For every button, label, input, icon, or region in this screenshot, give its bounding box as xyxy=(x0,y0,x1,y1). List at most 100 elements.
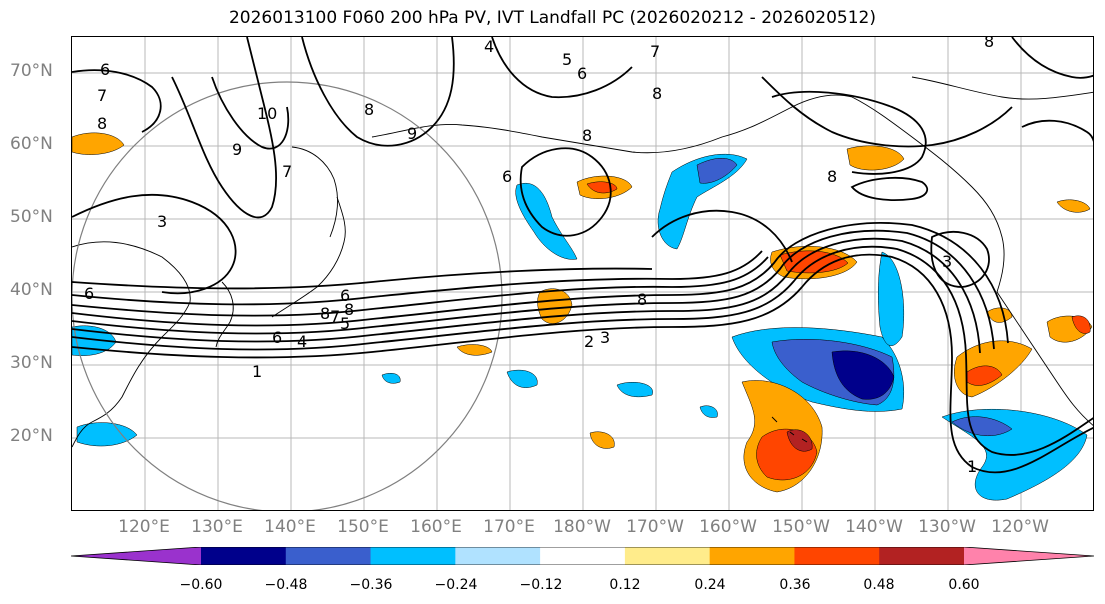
contour-label: 3 xyxy=(942,252,952,271)
contour-4 xyxy=(72,229,995,350)
pos-blob-2 xyxy=(456,344,493,356)
colorbar-tick-label: 0.36 xyxy=(779,577,811,593)
contour-label: 5 xyxy=(340,314,350,333)
lon-label: 170°E xyxy=(483,517,535,537)
contour-8 xyxy=(72,267,653,290)
contour-label: 4 xyxy=(297,332,307,351)
contour-label: 8 xyxy=(582,126,592,145)
contour-19 xyxy=(72,69,162,133)
colorbar-extend-low xyxy=(71,547,201,565)
contour-label: 4 xyxy=(484,37,494,56)
japan-coast xyxy=(271,196,346,318)
neg-plume-dateline xyxy=(515,183,578,260)
contour-13 xyxy=(491,37,633,99)
colorbar-segment xyxy=(455,547,541,565)
colorbar-tick-label: 0.24 xyxy=(694,577,726,593)
neg-blob-1 xyxy=(506,369,538,388)
lon-label: 180°W xyxy=(553,517,611,537)
contour-label: 9 xyxy=(407,124,417,143)
gridlines xyxy=(72,37,1093,510)
map-panel: 4 5 6 7 6 7 8 10 9 7 8 9 8 6 8 8 8 6 8 8… xyxy=(71,36,1094,511)
lon-label: 120°W xyxy=(991,517,1049,537)
pos-blob-3 xyxy=(589,431,615,449)
contour-10 xyxy=(171,37,278,219)
contour-2 xyxy=(72,245,1093,456)
lon-label: 130°E xyxy=(191,517,243,537)
contour-label: 8 xyxy=(652,84,662,103)
contour-6 xyxy=(72,256,769,317)
contour-15 xyxy=(651,209,793,263)
neg-plume-north xyxy=(878,251,905,346)
contour-label-group: 4 5 6 7 6 7 8 10 9 7 8 9 8 6 8 8 8 6 8 8… xyxy=(84,37,994,476)
contour-label: 3 xyxy=(157,212,167,231)
colorbar-segment xyxy=(201,547,287,565)
contour-3 xyxy=(72,237,981,354)
colorbar-tick-label: 0.60 xyxy=(948,577,980,593)
lat-label: 70°N xyxy=(10,61,53,81)
contour-label: 1 xyxy=(252,362,262,381)
contour-16 xyxy=(761,76,1013,148)
lon-label: 170°W xyxy=(626,517,684,537)
na-west-coast-south xyxy=(996,291,1093,426)
contour-11 xyxy=(211,76,290,150)
lon-label: 150°W xyxy=(772,517,830,537)
contour-label: 7 xyxy=(282,162,292,181)
korea-coast xyxy=(215,281,234,348)
radius-circle xyxy=(72,81,503,510)
contour-label: 6 xyxy=(340,286,350,305)
colorbar-tick-label: −0.48 xyxy=(264,577,308,593)
pos-area-northwest xyxy=(72,132,125,155)
contour-label: 8 xyxy=(344,300,354,319)
neg-area-southeast-core xyxy=(951,416,1013,437)
contour-label: 10 xyxy=(257,104,277,123)
contour-label: 8 xyxy=(364,100,374,119)
colorbar-segment xyxy=(879,547,965,565)
contour-label: 2 xyxy=(584,332,594,351)
contour-label: 5 xyxy=(562,50,572,69)
colorbar xyxy=(71,547,1094,565)
pos-area-hawaii-core xyxy=(786,429,813,452)
pv-contours xyxy=(72,37,1093,474)
pos-area-alaska xyxy=(846,145,905,171)
hawaii-islands xyxy=(771,416,808,443)
colorbar-segments xyxy=(71,547,1094,565)
neg-area-southwest xyxy=(76,422,138,447)
contour-label: 1 xyxy=(967,457,977,476)
contour-20 xyxy=(850,177,929,201)
neg-blob-3 xyxy=(381,373,401,384)
neg-blob-4 xyxy=(699,405,718,418)
figure-title: 2026013100 F060 200 hPa PV, IVT Landfall… xyxy=(228,8,876,28)
contour-17 xyxy=(930,230,990,288)
lon-label: 140°E xyxy=(264,517,316,537)
contour-9 xyxy=(72,193,237,295)
colorbar-extend-high xyxy=(964,547,1094,565)
lon-label: 130°W xyxy=(918,517,976,537)
lon-label: 160°E xyxy=(410,517,462,537)
pos-blob-4 xyxy=(1056,199,1091,213)
lat-label: 40°N xyxy=(10,280,53,300)
pos-blob-midlat xyxy=(537,288,573,324)
contour-18 xyxy=(771,90,927,175)
arctic-coast xyxy=(911,76,1093,100)
colorbar-segment xyxy=(624,547,711,565)
lon-label: 140°W xyxy=(845,517,903,537)
contour-21 xyxy=(1021,119,1093,142)
pos-blob-east-2 xyxy=(986,307,1013,323)
colorbar-tick-label: −0.60 xyxy=(179,577,223,593)
contour-label: 9 xyxy=(232,140,242,159)
sakhalin-coast xyxy=(291,146,338,238)
ivt-shading xyxy=(72,132,1093,501)
contour-label: 8 xyxy=(637,290,647,309)
neg-blob-2 xyxy=(616,382,653,398)
contour-5 xyxy=(72,222,1009,344)
lat-label: 60°N xyxy=(10,134,53,154)
contour-label: 6 xyxy=(577,64,587,83)
colorbar-segment xyxy=(794,547,880,565)
colorbar-tick-label: −0.12 xyxy=(519,577,563,593)
contour-12 xyxy=(301,37,455,147)
neg-plume-aleutian-core xyxy=(696,158,738,184)
lon-label: 120°E xyxy=(118,517,170,537)
lat-label: 50°N xyxy=(10,207,53,227)
lon-label: 150°E xyxy=(337,517,389,537)
neg-area-main-core xyxy=(831,350,895,400)
